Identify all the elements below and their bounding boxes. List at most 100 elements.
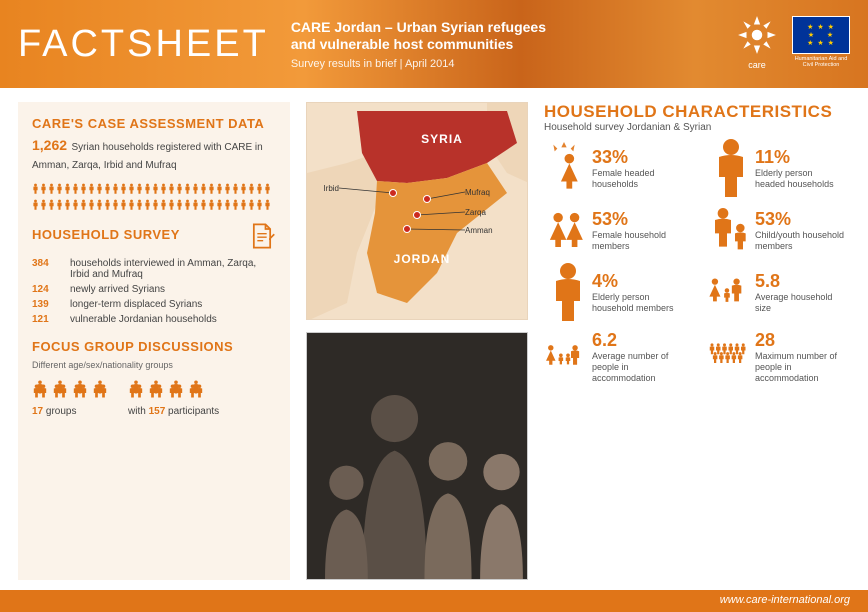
person-icon	[80, 181, 87, 196]
two-women-icon	[544, 207, 584, 255]
group-icon	[188, 380, 206, 402]
person-icon	[64, 197, 71, 212]
care-label: care	[736, 60, 778, 70]
person-icon	[48, 181, 55, 196]
stat-text: 28Maximum number of people in accommodat…	[755, 331, 845, 383]
survey-row-text: longer-term displaced Syrians	[70, 299, 202, 310]
person-icon	[232, 197, 239, 212]
stat-value: 4%	[592, 272, 682, 290]
person-icon	[224, 181, 231, 196]
person-icon	[56, 181, 63, 196]
person-icon	[120, 197, 127, 212]
map-syria-label: SYRIA	[421, 132, 463, 146]
person-icon	[192, 197, 199, 212]
person-icon	[120, 181, 127, 196]
middle-column: SYRIA JORDAN IrbidMufraqZarqaAmman	[306, 102, 528, 580]
family-icon	[707, 269, 747, 317]
person-icon	[160, 197, 167, 212]
focus-participants: with 157 participants	[128, 380, 219, 417]
stat-text: 6.2Average number of people in accommoda…	[592, 331, 682, 383]
focus-groups-n: 17	[32, 406, 43, 417]
eu-flag-icon: ★ ★ ★★ ★★ ★ ★	[792, 16, 850, 54]
person-icon	[128, 197, 135, 212]
stat-text: 5.8Average household size	[755, 272, 845, 314]
person-icon	[168, 181, 175, 196]
person-icon	[32, 181, 39, 196]
person-icon	[88, 197, 95, 212]
person-icon	[152, 181, 159, 196]
stat-item: 11% Elderly person headed households	[707, 145, 850, 193]
person-icon	[216, 181, 223, 196]
stat-value: 53%	[592, 210, 682, 228]
group-icon	[168, 380, 186, 402]
stat-label: Elderly person headed households	[755, 168, 845, 190]
stat-text: 53%Female household members	[592, 210, 682, 252]
map-city-label: Mufraq	[465, 188, 490, 197]
group-icons	[128, 380, 219, 402]
person-icon	[176, 181, 183, 196]
focus-part-n: 157	[149, 406, 166, 417]
map-svg: SYRIA JORDAN IrbidMufraqZarqaAmman	[307, 103, 528, 320]
stat-item: 28Maximum number of people in accommodat…	[707, 331, 850, 383]
person-icon	[176, 197, 183, 212]
survey-title: HOUSEHOLD SURVEY	[32, 227, 180, 242]
family-big-icon	[544, 333, 584, 381]
person-icon	[208, 181, 215, 196]
stat-value: 28	[755, 331, 845, 349]
group-icon	[128, 380, 146, 402]
photo	[306, 332, 528, 580]
survey-row-num: 121	[32, 314, 62, 325]
assess-line: 1,262 Syrian households registered with …	[32, 137, 276, 173]
map-jordan-label: JORDAN	[394, 252, 451, 266]
assess-num: 1,262	[32, 137, 67, 153]
person-icon	[112, 197, 119, 212]
assess-desc: Syrian households registered with CARE i…	[32, 142, 263, 171]
stat-label: Female headed households	[592, 168, 682, 190]
person-icon	[96, 197, 103, 212]
survey-row: 124newly arrived Syrians	[32, 284, 276, 295]
person-icon	[104, 181, 111, 196]
survey-row-num: 384	[32, 258, 62, 280]
survey-row: 121vulnerable Jordanian households	[32, 314, 276, 325]
survey-row-text: newly arrived Syrians	[70, 284, 165, 295]
adult-child-icon	[707, 207, 747, 255]
stat-value: 11%	[755, 148, 845, 166]
person-icon	[200, 181, 207, 196]
map-city-label: Irbid	[323, 184, 339, 193]
focus-groups-t: groups	[46, 406, 77, 417]
person-icon	[248, 181, 255, 196]
person-icon	[136, 197, 143, 212]
man-icon	[707, 145, 747, 193]
document-icon	[248, 222, 276, 250]
person-icon	[168, 197, 175, 212]
person-icon	[48, 197, 55, 212]
person-icon	[72, 197, 79, 212]
person-icon	[208, 197, 215, 212]
header-title: FACTSHEET	[18, 23, 269, 66]
group-icons	[32, 380, 110, 402]
person-icon	[136, 181, 143, 196]
group-icon	[72, 380, 90, 402]
woman-glow-icon	[544, 145, 584, 193]
survey-row-text: households interviewed in Amman, Zarqa, …	[70, 258, 276, 280]
group-icon	[92, 380, 110, 402]
stat-item: 6.2Average number of people in accommoda…	[544, 331, 687, 383]
person-icon	[240, 181, 247, 196]
stat-item: 33%Female headed households	[544, 145, 687, 193]
header-subtitle: CARE Jordan – Urban Syrian refugees and …	[291, 19, 546, 70]
survey-lines: 384 households interviewed in Amman, Zarq…	[32, 258, 276, 325]
left-panel: CARE'S CASE ASSESSMENT DATA 1,262 Syrian…	[18, 102, 290, 580]
focus-row: 17 groups with 157 participants	[32, 380, 276, 417]
care-logo: care	[736, 14, 778, 70]
header: FACTSHEET CARE Jordan – Urban Syrian ref…	[0, 0, 868, 88]
right-sub: Household survey Jordanian & Syrian	[544, 122, 850, 133]
header-sub-line1a: CARE Jordan – Urban Syrian refugees	[291, 19, 546, 37]
person-icon	[88, 181, 95, 196]
person-icon	[184, 197, 191, 212]
footer: www.care-international.org	[0, 590, 868, 612]
person-icon	[160, 181, 167, 196]
person-icon	[216, 197, 223, 212]
photo-illustration	[307, 333, 527, 579]
stat-label: Elderly person household members	[592, 292, 682, 314]
person-icon	[96, 181, 103, 196]
